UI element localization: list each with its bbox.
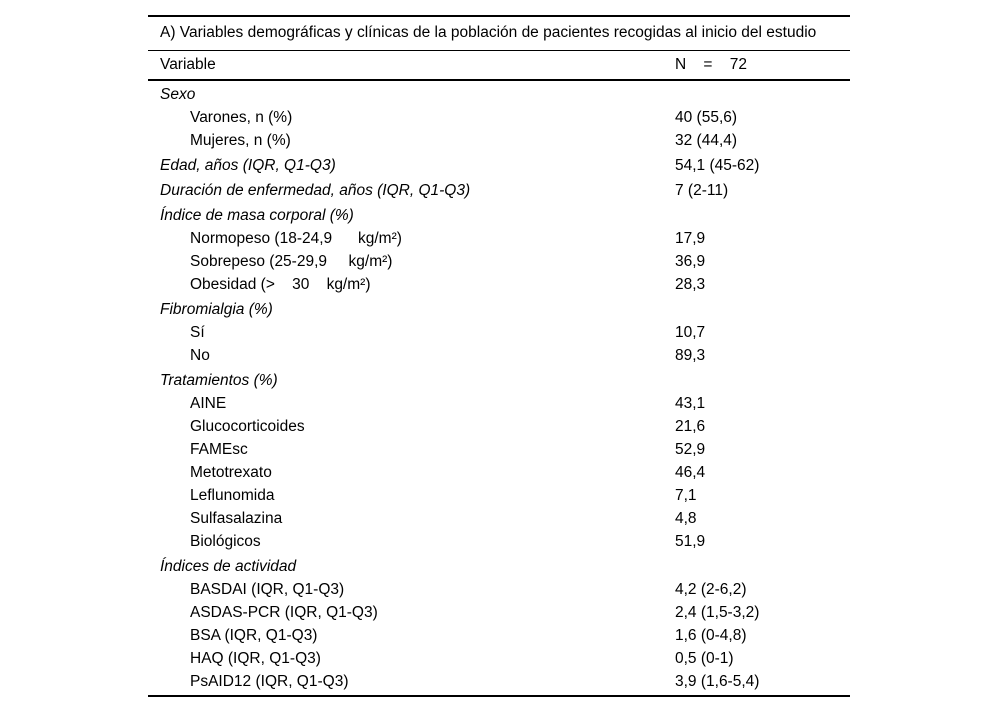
row-label: FAMEsc	[190, 441, 248, 458]
column-header-n: N = 72	[675, 56, 747, 73]
row-value: 0,5 (0-1)	[675, 650, 734, 667]
table-row: Edad, años (IQR, Q1-Q3) 54,1 (45-62)	[148, 154, 850, 177]
row-label: Obesidad (> 30 kg/m²)	[190, 276, 371, 293]
row-value: 10,7	[675, 324, 706, 341]
table-row: Obesidad (> 30 kg/m²) 28,3	[148, 273, 850, 296]
table-row: Metotrexato 46,4	[148, 461, 850, 484]
table-row: Duración de enfermedad, años (IQR, Q1-Q3…	[148, 179, 850, 202]
row-label: Sulfasalazina	[190, 510, 283, 527]
row-value: 17,9	[675, 230, 706, 247]
table-row: Sobrepeso (25-29,9 kg/m²) 36,9	[148, 250, 850, 273]
table-body: Sexo Varones, n (%) 40 (55,6) Mujeres, n (%…	[148, 81, 850, 695]
row-value: 52,9	[675, 441, 706, 458]
row-label: Normopeso (18-24,9 kg/m²)	[190, 230, 402, 247]
row-value: 2,4 (1,5-3,2)	[675, 604, 760, 621]
row-value: 4,2 (2-6,2)	[675, 581, 747, 598]
table-row: Sí 10,7	[148, 321, 850, 344]
row-label: No	[190, 347, 210, 364]
row-label: Glucocorticoides	[190, 418, 305, 435]
row-label: BASDAI (IQR, Q1-Q3)	[190, 581, 345, 598]
row-value: 54,1 (45-62)	[675, 157, 760, 174]
row-label: Sí	[190, 324, 205, 341]
row-value: 51,9	[675, 533, 706, 550]
row-value: 7,1	[675, 487, 697, 504]
top-rule	[148, 15, 850, 17]
row-value: 28,3	[675, 276, 706, 293]
table-row: BSA (IQR, Q1-Q3) 1,6 (0-4,8)	[148, 624, 850, 647]
row-label: Índices de actividad	[160, 558, 297, 575]
row-value: 43,1	[675, 395, 706, 412]
row-label: Biológicos	[190, 533, 261, 550]
table-row: Biológicos 51,9	[148, 530, 850, 553]
table-row: Mujeres, n (%) 32 (44,4)	[148, 129, 850, 152]
demographics-table: A) Variables demográficas y clínicas de …	[148, 15, 850, 697]
table-title: A) Variables demográficas y clínicas de …	[160, 24, 817, 41]
title-bottom-rule	[148, 49, 850, 51]
header-bottom-rule	[148, 79, 850, 81]
table-row: Varones, n (%) 40 (55,6)	[148, 106, 850, 129]
table-row: HAQ (IQR, Q1-Q3) 0,5 (0-1)	[148, 647, 850, 670]
row-label: Tratamientos (%)	[160, 372, 278, 389]
row-value: 46,4	[675, 464, 706, 481]
row-label: Sexo	[160, 86, 196, 103]
table-row: FAMEsc 52,9	[148, 438, 850, 461]
row-value: 32 (44,4)	[675, 132, 738, 149]
row-value: 1,6 (0-4,8)	[675, 627, 747, 644]
row-label: Duración de enfermedad, años (IQR, Q1-Q3…	[160, 182, 471, 199]
row-value: 40 (55,6)	[675, 109, 738, 126]
table-row: No 89,3	[148, 344, 850, 367]
row-label: PsAID12 (IQR, Q1-Q3)	[190, 673, 349, 690]
table-row: ASDAS-PCR (IQR, Q1-Q3) 2,4 (1,5-3,2)	[148, 601, 850, 624]
row-label: Fibromialgia (%)	[160, 301, 273, 318]
table-row: Fibromialgia (%)	[148, 298, 850, 321]
table-header-row: Variable N = 72	[148, 51, 850, 79]
table-row: Leflunomida 7,1	[148, 484, 850, 507]
row-value: 36,9	[675, 253, 706, 270]
table-row: Sulfasalazina 4,8	[148, 507, 850, 530]
table-row: Índice de masa corporal (%)	[148, 204, 850, 227]
row-label: Varones, n (%)	[190, 109, 293, 126]
table-row: Normopeso (18-24,9 kg/m²) 17,9	[148, 227, 850, 250]
row-label: Metotrexato	[190, 464, 272, 481]
table-row: Índices de actividad	[148, 555, 850, 578]
table-row: Sexo	[148, 83, 850, 106]
row-label: Sobrepeso (25-29,9 kg/m²)	[190, 253, 393, 270]
table-row: Tratamientos (%)	[148, 369, 850, 392]
row-label: Mujeres, n (%)	[190, 132, 291, 149]
row-label: BSA (IQR, Q1-Q3)	[190, 627, 318, 644]
row-value: 89,3	[675, 347, 706, 364]
table-row: Glucocorticoides 21,6	[148, 415, 850, 438]
row-label: Leflunomida	[190, 487, 275, 504]
row-label: Edad, años (IQR, Q1-Q3)	[160, 157, 336, 174]
bottom-rule	[148, 695, 850, 697]
row-value: 3,9 (1,6-5,4)	[675, 673, 760, 690]
row-label: AINE	[190, 395, 227, 412]
row-label: Índice de masa corporal (%)	[160, 207, 354, 224]
row-value: 21,6	[675, 418, 706, 435]
column-header-variable: Variable	[160, 56, 216, 73]
row-label: ASDAS-PCR (IQR, Q1-Q3)	[190, 604, 378, 621]
table-row: PsAID12 (IQR, Q1-Q3) 3,9 (1,6-5,4)	[148, 670, 850, 693]
row-value: 4,8	[675, 510, 697, 527]
table-row: AINE 43,1	[148, 392, 850, 415]
row-label: HAQ (IQR, Q1-Q3)	[190, 650, 321, 667]
table-row: BASDAI (IQR, Q1-Q3) 4,2 (2-6,2)	[148, 578, 850, 601]
row-value: 7 (2-11)	[675, 182, 729, 199]
